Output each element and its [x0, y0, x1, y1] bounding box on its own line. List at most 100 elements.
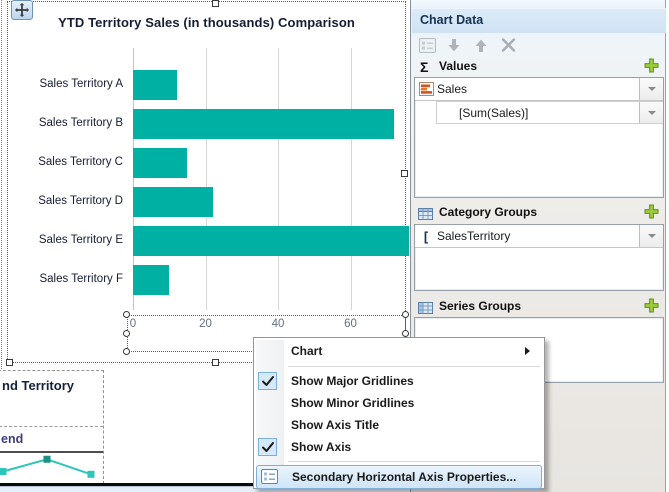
menu-item-show-minor-gridlines[interactable]: Show Minor Gridlines — [254, 392, 544, 414]
bar-d[interactable] — [133, 187, 213, 217]
chevron-down-icon — [647, 110, 656, 115]
divider — [0, 451, 103, 453]
field-dropdown-button[interactable] — [639, 225, 663, 247]
field-label: Sales — [437, 82, 468, 96]
bracket-icon: [ — [423, 228, 429, 244]
panel-title: Chart Data — [420, 13, 484, 27]
menu-item-secondary-horizontal-axis-properties[interactable]: Secondary Horizontal Axis Properties... — [256, 465, 542, 489]
checkmark-icon — [258, 372, 277, 390]
selection-handle[interactable] — [212, 0, 219, 7]
add-value-field-button[interactable] — [644, 58, 659, 73]
category-label: Sales Territory A — [39, 78, 123, 90]
menu-item-chart[interactable]: Chart — [254, 340, 544, 363]
values-label: Values — [439, 59, 478, 73]
menu-item-label: Show Minor Gridlines — [291, 396, 415, 410]
bar-chart-object[interactable]: YTD Territory Sales (in thousands) Compa… — [7, 1, 406, 363]
move-arrows-icon — [15, 3, 29, 17]
x-axis-tick-label: 20 — [199, 318, 212, 330]
bar-c[interactable] — [133, 148, 187, 178]
table-icon — [418, 301, 433, 319]
gridline — [133, 48, 134, 310]
table-icon — [418, 207, 433, 225]
chart-value-axis-labels[interactable]: 0 20 40 60 — [130, 318, 406, 334]
sigma-icon: Σ — [420, 59, 429, 75]
menu-item-label: Show Axis — [291, 440, 352, 454]
chart-title[interactable]: YTD Territory Sales (in thousands) Compa… — [58, 15, 355, 30]
chevron-down-icon — [647, 87, 656, 91]
line-marker — [0, 468, 7, 475]
bar-f[interactable] — [133, 265, 169, 295]
gridline — [278, 48, 279, 310]
chart-plot-area[interactable] — [133, 48, 409, 310]
properties-icon[interactable] — [417, 36, 437, 54]
field-label: SalesTerritory — [437, 229, 511, 243]
add-category-group-button[interactable] — [644, 204, 659, 219]
category-label: Sales Territory D — [38, 195, 123, 207]
axis-selection-handle[interactable] — [402, 311, 409, 318]
line-marker — [87, 470, 95, 478]
axis-selection-handle[interactable] — [402, 330, 409, 337]
category-groups-list: [ SalesTerritory — [414, 224, 664, 291]
move-handle-icon[interactable] — [11, 0, 33, 20]
selection-handle[interactable] — [401, 170, 408, 177]
chart-category-axis-labels[interactable]: Sales Territory A Sales Territory B Sales … — [7, 48, 128, 310]
mini-chart-object[interactable]: nd Territory end — [0, 370, 104, 484]
x-axis-tick-label: 60 — [344, 318, 357, 330]
series-groups-label: Series Groups — [439, 299, 522, 313]
menu-item-show-axis-title[interactable]: Show Axis Title — [254, 414, 544, 436]
add-series-group-button[interactable] — [644, 298, 659, 313]
submenu-arrow-icon — [525, 347, 530, 355]
menu-item-label: Secondary Horizontal Axis Properties... — [292, 470, 517, 484]
checkmark-icon — [258, 438, 277, 456]
menu-item-label: Chart — [291, 344, 323, 358]
selection-handle[interactable] — [6, 359, 13, 366]
series-groups-section-header: Series Groups — [412, 298, 666, 316]
category-label: Sales Territory B — [38, 117, 123, 129]
line-marker — [43, 455, 51, 463]
menu-separator — [254, 458, 544, 465]
selection-handle[interactable] — [212, 359, 219, 366]
gridline — [350, 48, 352, 310]
values-section-header: Σ Values — [412, 58, 666, 76]
x-axis-tick-label: 40 — [271, 318, 285, 330]
axis-context-menu: Chart Show Major Gridlines Show Minor Grid… — [253, 337, 545, 489]
menu-item-show-major-gridlines[interactable]: Show Major Gridlines — [254, 370, 544, 392]
mini-line-chart — [0, 455, 95, 478]
menu-separator — [254, 363, 544, 370]
move-up-icon[interactable] — [471, 36, 491, 54]
axis-selection-handle[interactable] — [123, 348, 130, 355]
axis-properties-icon — [261, 469, 278, 491]
bar-a[interactable] — [133, 70, 177, 100]
category-groups-section-header: Category Groups — [412, 204, 666, 222]
bar-b[interactable] — [133, 109, 394, 139]
delete-icon[interactable] — [498, 36, 518, 54]
category-groups-label: Category Groups — [439, 205, 538, 219]
category-label: Sales Territory E — [38, 234, 123, 246]
menu-item-show-axis[interactable]: Show Axis — [254, 436, 544, 458]
field-row[interactable]: [ SalesTerritory — [415, 225, 663, 248]
field-row[interactable]: Sales — [415, 78, 663, 101]
menu-item-label: Show Major Gridlines — [291, 374, 414, 388]
category-label: Sales Territory F — [39, 273, 123, 285]
report-body-edge — [1, 0, 2, 483]
field-row[interactable]: [Sum(Sales)] — [436, 101, 663, 124]
x-axis-tick-label: 0 — [129, 318, 137, 330]
category-label: Sales Territory C — [38, 156, 123, 168]
menu-item-label: Show Axis Title — [291, 418, 380, 432]
mini-chart-title: nd Territory — [2, 378, 74, 393]
mini-chart-legend-text: end — [1, 432, 24, 446]
axis-selection-handle[interactable] — [123, 311, 130, 318]
field-dropdown-button[interactable] — [639, 78, 663, 100]
gridline — [205, 48, 207, 310]
menu-icon-gutter — [256, 340, 284, 486]
axis-selection-handle[interactable] — [123, 330, 130, 337]
chart-data-panel-header: Chart Data — [412, 8, 666, 33]
values-list: Sales [Sum(Sales)] — [414, 77, 664, 198]
move-down-icon[interactable] — [444, 36, 464, 54]
chevron-down-icon — [647, 234, 656, 238]
measure-icon — [415, 82, 437, 96]
bar-e[interactable] — [133, 226, 409, 256]
field-dropdown-button[interactable] — [639, 102, 663, 123]
chart-data-toolbar — [417, 35, 661, 55]
